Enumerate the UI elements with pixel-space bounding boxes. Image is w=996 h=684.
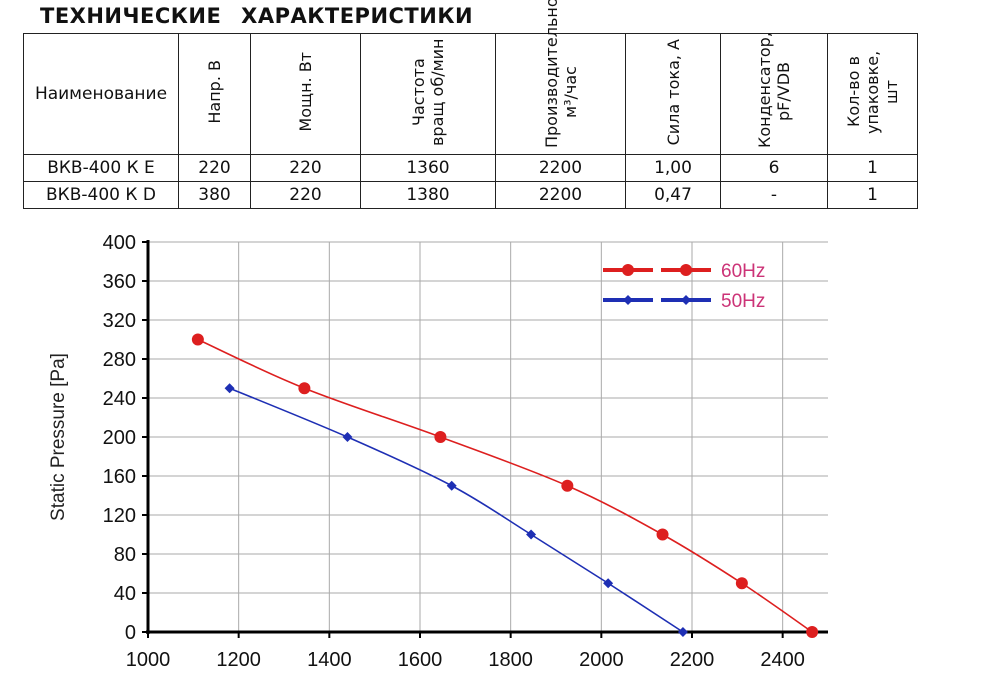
y-tick-label: 120 [103,505,136,527]
data-point-60hz [806,626,819,638]
header-voltage: Напр. В [178,33,251,155]
x-tick-label: 2200 [670,649,715,671]
x-tick-label: 1000 [126,649,171,671]
series-line-50hz [229,387,684,633]
table-cell: 0,47 [625,181,721,209]
data-point-60hz [656,528,669,541]
x-tick-label: 1200 [216,649,261,671]
data-point-60hz [561,479,574,492]
legend-marker-50hz [681,295,691,305]
legend-label-50hz: 50Hz [721,291,765,312]
series-line-60hz [197,338,813,633]
table-cell: ВКВ-400 К D [23,181,179,209]
data-point-50hz [446,480,457,491]
y-tick-label: 320 [103,310,136,332]
y-tick-label: 80 [114,544,136,566]
data-point-60hz [298,382,311,395]
table-cell: 1360 [360,154,496,182]
data-point-50hz [603,578,614,589]
table-cell: 6 [720,154,828,182]
legend-marker-60hz [680,264,692,276]
data-point-60hz [735,577,748,590]
y-tick-label: 160 [103,466,136,488]
table-cell: 1 [827,181,918,209]
y-tick-label: 280 [103,349,136,371]
data-point-60hz [191,333,204,346]
y-tick-label: 400 [103,232,136,254]
page-title: ТЕХНИЧЕСКИЕ ХАРАКТЕРИСТИКИ [40,4,474,28]
legend-label-60hz: 60Hz [721,261,765,282]
y-tick-label: 360 [103,271,136,293]
table-row: ВКВ-400 К E 220 220 1360 2200 1,00 6 1 [23,154,918,182]
data-point-50hz [224,383,235,394]
y-tick-label: 240 [103,388,136,410]
y-tick-label: 0 [125,622,136,644]
data-point-50hz [342,432,353,442]
y-axis-label: Static Pressure [Pa] [48,353,69,521]
table-cell: ВКВ-400 К E [23,154,179,182]
table-cell: 380 [178,181,251,209]
y-tick-label: 200 [103,427,136,449]
header-name: Наименование [23,33,179,155]
header-capacitor: Конденсатор, pF/VDB [720,32,828,155]
table-cell: - [720,181,828,209]
x-tick-label: 1400 [307,649,352,671]
legend-marker-50hz [623,295,633,305]
header-current: Сила тока, А [625,33,721,155]
spec-table: Наименование Напр. В Мощн. Вт Частота вр… [23,0,918,209]
table-cell: 2200 [495,181,626,209]
data-point-50hz [526,529,537,540]
x-tick-label: 2000 [579,649,624,671]
table-cell: 220 [250,181,361,209]
data-point-60hz [434,431,447,443]
x-tick-label: 2400 [760,649,805,671]
y-tick-label: 40 [114,583,136,605]
table-cell: 1 [827,154,918,182]
x-tick-label: 1800 [488,649,533,671]
data-point-50hz [677,627,688,637]
header-pack-qty: Кол-во в упаковке, шт [827,33,918,155]
x-tick-label: 1600 [398,649,443,671]
table-row: ВКВ-400 К D 380 220 1380 2200 0,47 - 1 [23,181,918,209]
legend-marker-60hz [622,264,634,276]
